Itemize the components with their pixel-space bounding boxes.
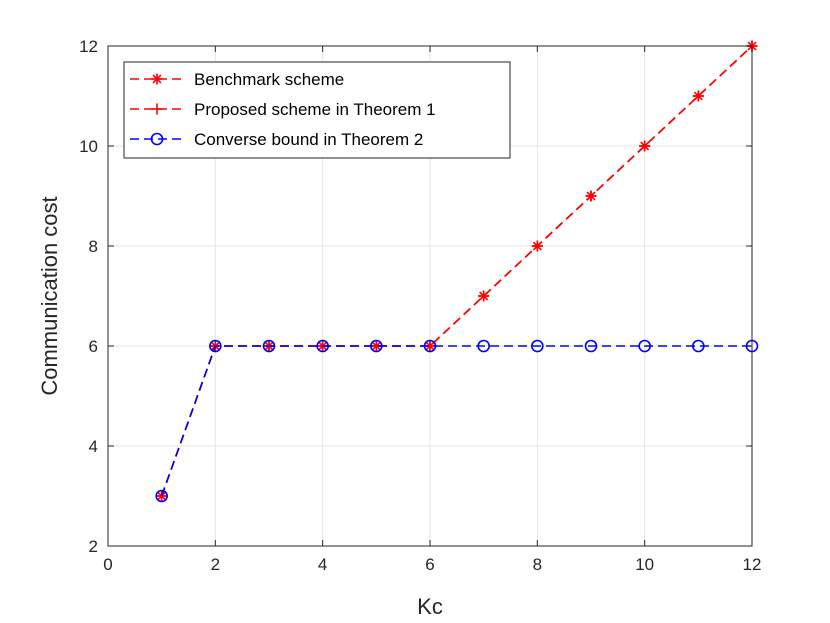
legend-entry: Converse bound in Theorem 2	[130, 130, 423, 149]
y-tick-label: 10	[79, 137, 98, 156]
asterisk-marker-d2	[152, 74, 162, 84]
data-point	[423, 339, 437, 353]
data-point	[692, 90, 704, 102]
x-tick-label: 10	[635, 555, 654, 574]
legend: Benchmark scheme Proposed scheme in Theor…	[123, 61, 511, 159]
legend-label: Converse bound in Theorem 2	[194, 130, 423, 149]
data-point	[316, 339, 329, 353]
data-point	[262, 339, 276, 353]
legend-label: Benchmark scheme	[194, 70, 344, 89]
y-axis-title: Communication cost	[37, 196, 62, 395]
series-layer	[155, 40, 759, 503]
data-point	[478, 290, 490, 302]
circle-marker	[316, 339, 329, 353]
series-line	[160, 345, 752, 497]
x-axis-title: Kc	[417, 594, 443, 619]
data-point	[584, 339, 598, 353]
y-tick-label: 12	[79, 37, 98, 56]
legend-entry: Benchmark scheme	[130, 70, 344, 89]
x-tick-label: 6	[425, 555, 434, 574]
circle-marker	[209, 339, 222, 353]
data-point	[155, 489, 168, 503]
circle-marker	[477, 339, 490, 353]
circle-marker	[423, 339, 437, 353]
data-point	[209, 339, 222, 353]
circle-marker	[155, 489, 168, 503]
data-point	[639, 140, 651, 152]
legend-marker	[150, 132, 164, 146]
circle-marker	[262, 339, 276, 353]
circle-marker	[692, 339, 705, 353]
data-point	[638, 339, 651, 353]
x-tick-label: 12	[743, 555, 762, 574]
circle-marker	[584, 339, 598, 353]
legend-label: Proposed scheme in Theorem 1	[194, 100, 436, 119]
circle-marker	[638, 339, 651, 353]
y-tick-label: 2	[89, 537, 98, 556]
circle-marker	[370, 339, 383, 353]
data-point	[692, 339, 705, 353]
legend-entry: Proposed scheme in Theorem 1	[130, 100, 436, 119]
legend-box	[123, 61, 511, 159]
y-tick-label: 6	[89, 337, 98, 356]
x-tick-label: 4	[318, 555, 327, 574]
x-tick-label: 0	[103, 555, 112, 574]
data-point	[531, 240, 543, 252]
y-tick-label: 8	[89, 237, 98, 256]
y-tick-label: 4	[89, 437, 98, 456]
legend-marker	[151, 73, 163, 85]
data-point	[477, 339, 490, 353]
data-point	[585, 190, 597, 202]
legend-marker	[151, 103, 163, 115]
x-tick-label: 8	[533, 555, 542, 574]
data-point	[531, 339, 544, 353]
axis-ticks	[107, 45, 753, 547]
x-tick-label: 2	[211, 555, 220, 574]
circle-marker	[531, 339, 544, 353]
circle-marker	[150, 132, 164, 146]
data-point	[370, 339, 383, 353]
